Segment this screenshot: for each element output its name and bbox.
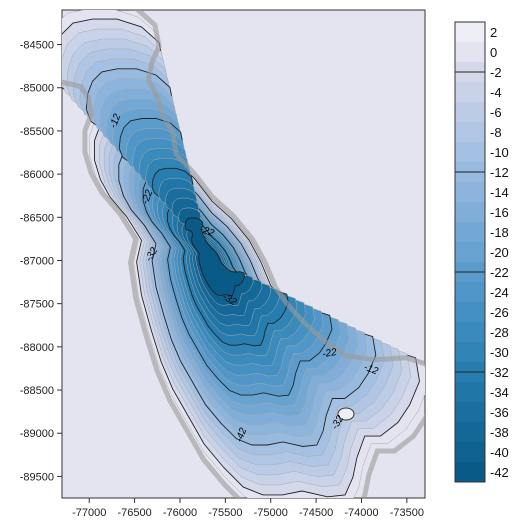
contour-label: -12 [108,112,123,130]
y-tick-label: -86000 [20,169,54,181]
x-tick-label: -74500 [299,507,333,519]
contour-label: -42 [234,426,249,444]
colorbar-label: -8 [490,125,502,140]
colorbar: 2 0 -2 -4 -6 -8 -10 -12 -14 -16 -18 -20 -22 -24 -26 -28… [454,21,509,483]
colorbar-frame [454,21,486,483]
colorbar-label: -30 [490,345,509,360]
x-tick-label: -75000 [254,507,288,519]
colorbar-swatch [455,242,485,263]
colorbar-label: -16 [490,205,509,220]
colorbar-label: -38 [490,425,509,440]
y-tick-label: -84500 [20,40,54,52]
colorbar-swatch [455,202,485,223]
y-tick-label: -86500 [20,212,54,224]
colorbar-label: -36 [490,405,509,420]
colorbar-swatch [455,422,485,443]
y-tick-label: -89500 [20,471,54,483]
colorbar-swatch [455,142,485,163]
y-tick-label: -87000 [20,255,54,267]
colorbar-swatch [455,302,485,323]
x-tick-label: -77000 [72,507,106,519]
colorbar-label: -22 [490,265,509,280]
colorbar-label: -20 [490,245,509,260]
y-tick-label: -85500 [20,126,54,138]
colorbar-label: -40 [490,445,509,460]
colorbar-label: -18 [490,225,509,240]
contour-label: -22 [321,347,338,360]
contour-map [62,10,425,498]
colorbar-swatch [455,122,485,143]
colorbar-label: -34 [490,385,509,400]
y-tick-label: -87500 [20,299,54,311]
colorbar-swatch [455,82,485,103]
x-tick-label: -76500 [117,507,151,519]
contour-label: -12 [362,362,380,377]
colorbar-label: -28 [490,325,509,340]
colorbar-label: 0 [490,45,497,60]
colorbar-swatch [455,42,485,63]
colorbar-label: -6 [490,105,502,120]
y-tick-label: -85000 [20,83,54,95]
colorbar-label: -10 [490,145,509,160]
y-tick-label: -89000 [20,428,54,440]
contour-band [184,217,245,297]
colorbar-swatch [455,182,485,203]
colorbar-label: -12 [490,165,509,180]
x-tick-label: -73500 [390,507,424,519]
colorbar-label: 2 [490,25,497,40]
colorbar-label: -24 [490,285,509,300]
shoreline [62,10,425,498]
colorbar-swatch [455,22,485,43]
colorbar-label: -26 [490,305,509,320]
x-tick-label: -74000 [344,507,378,519]
colorbar-label: -4 [490,85,502,100]
x-tick-label: -75500 [208,507,242,519]
axes: -77000 -76500 -76000 -75500 -75000 -74500 -740… [20,40,424,519]
colorbar-swatch [455,102,485,123]
colorbar-swatch [455,322,485,343]
colorbar-label: -14 [490,185,509,200]
colorbar-swatch [455,402,485,423]
colorbar-swatch [455,462,485,483]
colorbar-swatch [455,222,485,243]
x-tick-label: -76000 [163,507,197,519]
colorbar-swatch [455,442,485,463]
colorbar-label: -2 [490,65,502,80]
colorbar-swatch [455,382,485,403]
colorbar-swatch [455,282,485,303]
contour-label: -22 [198,224,216,239]
contour-label: -22 [140,188,155,206]
colorbar-label: -32 [490,365,509,380]
island [337,407,355,421]
y-tick-label: -88000 [20,342,54,354]
colorbar-label: -42 [490,465,509,480]
colorbar-swatch [455,342,485,363]
y-tick-label: -88500 [20,385,54,397]
